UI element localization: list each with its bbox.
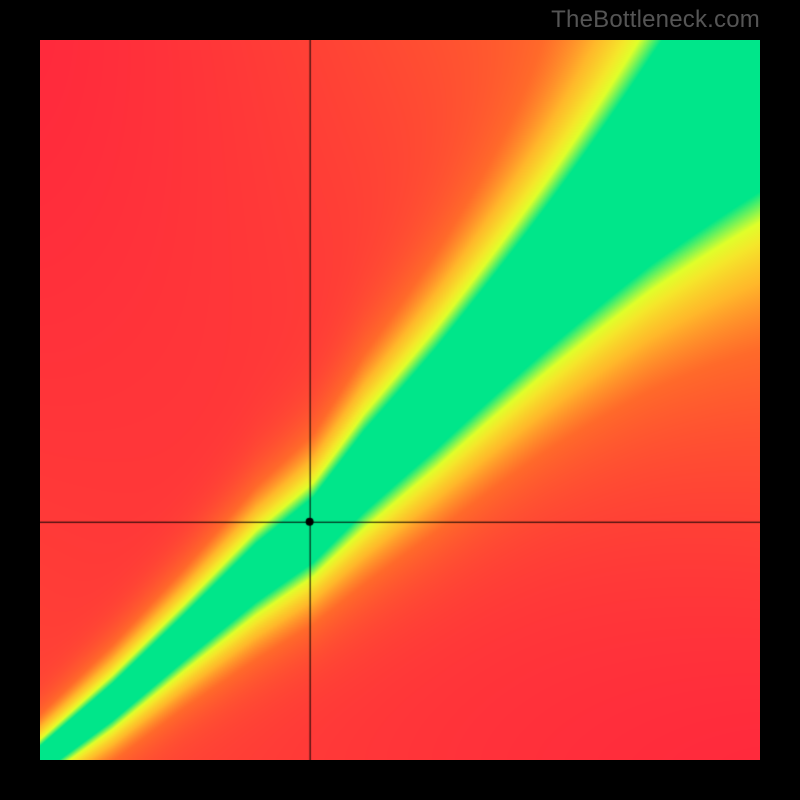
chart-container: TheBottleneck.com	[0, 0, 800, 800]
watermark-text: TheBottleneck.com	[551, 6, 760, 34]
heatmap-canvas	[40, 40, 760, 760]
plot-frame	[40, 40, 760, 760]
